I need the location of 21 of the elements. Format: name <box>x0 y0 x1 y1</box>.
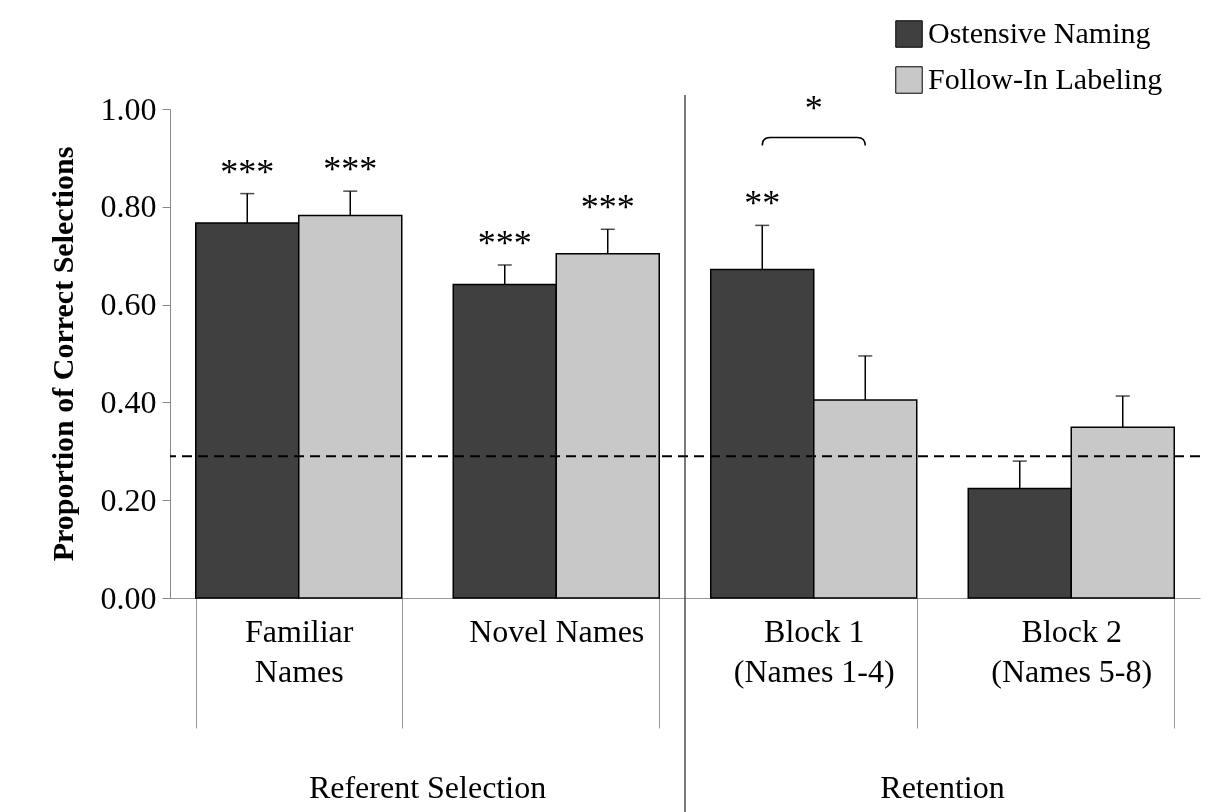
x-tick-label: Familiar Names <box>245 612 354 689</box>
legend-label: Follow-In Labeling <box>928 62 1163 95</box>
y-tick-label: 0.20 <box>100 481 157 518</box>
data-label: *** <box>220 151 275 192</box>
text: Referent Selection <box>308 769 547 805</box>
x-tick-label: Block 2 (Names 5-8) <box>991 612 1153 689</box>
x-tick-label: Novel Names <box>469 612 645 649</box>
y-axis-title: Proportion of Correct Selections <box>45 146 79 562</box>
data-label: *** <box>580 187 635 228</box>
annotation: * <box>804 88 823 129</box>
y-tick-label: 0.00 <box>100 579 157 616</box>
data-label: ** <box>744 183 781 224</box>
text: Retention <box>880 769 1005 805</box>
y-tick-label: 0.40 <box>100 383 157 420</box>
y-tick-label: 0.60 <box>100 286 157 323</box>
x-tick-label: Block 1 (Names 1-4) <box>733 612 895 689</box>
y-tick-label: 0.80 <box>100 188 157 225</box>
data-label: *** <box>477 222 532 263</box>
legend-label: Ostensive Naming <box>928 16 1151 49</box>
data-label: *** <box>323 149 378 190</box>
y-tick-label: 1.00 <box>100 90 157 127</box>
